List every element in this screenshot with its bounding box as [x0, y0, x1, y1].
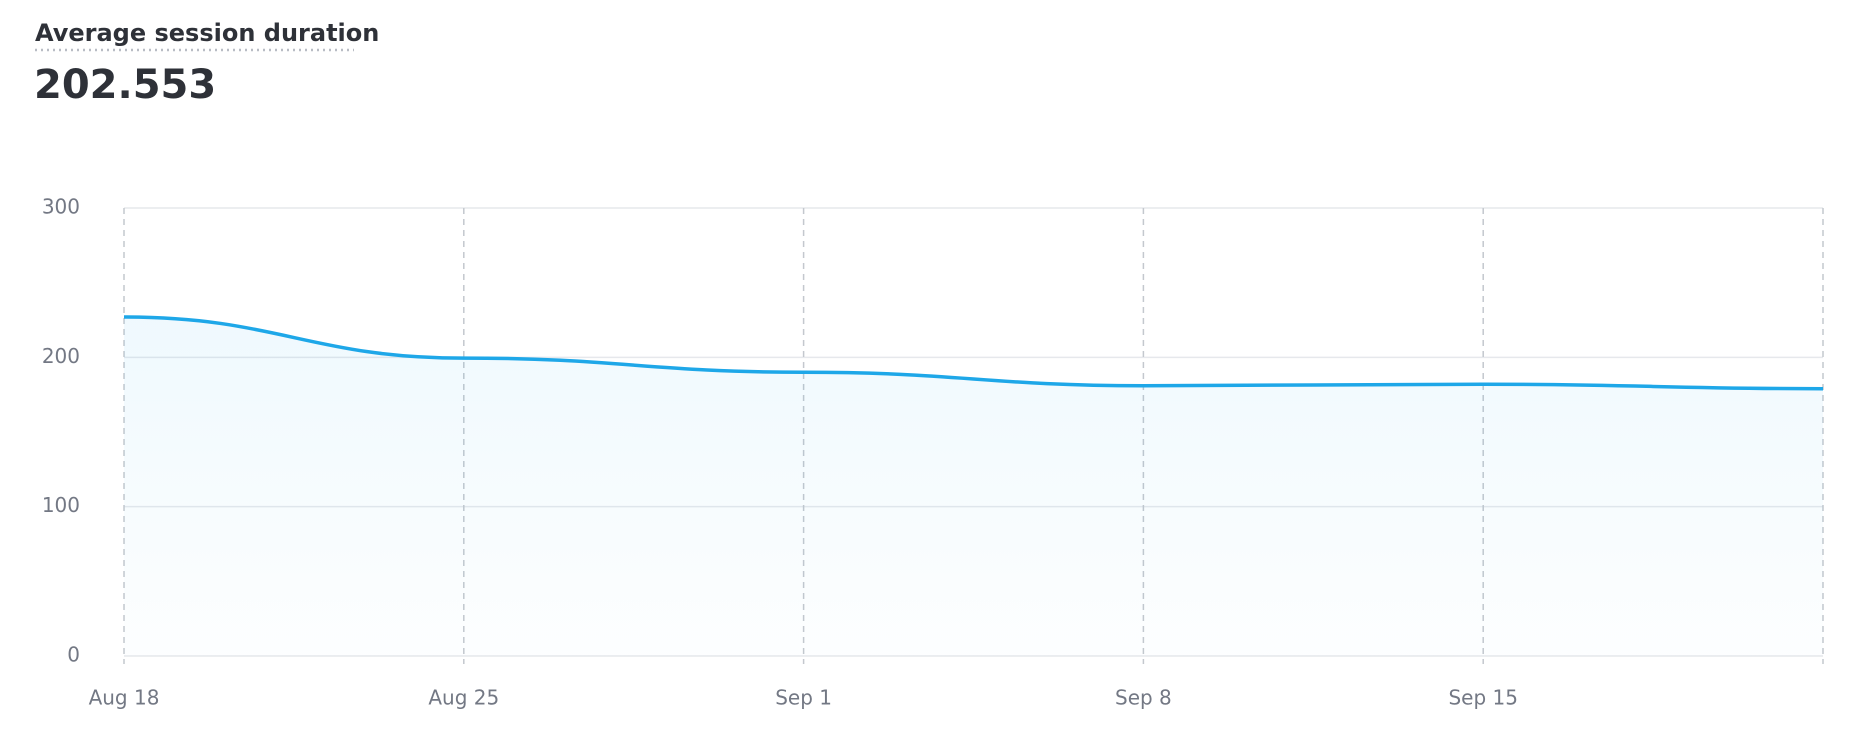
area	[124, 317, 1823, 656]
y-tick-label: 300	[42, 195, 80, 219]
x-tick-label: Sep 1	[775, 686, 832, 710]
y-tick-label: 0	[67, 643, 80, 667]
line	[123, 315, 1824, 391]
y-tick-label: 100	[42, 493, 80, 517]
metric-title[interactable]: Average session duration	[35, 19, 379, 47]
y-tick-label: 200	[42, 344, 80, 368]
x-tick-label: Aug 18	[89, 686, 160, 710]
metric-value: 202.553	[34, 62, 216, 108]
x-tick-label: Sep 15	[1448, 686, 1518, 710]
x-tick-label: Sep 8	[1115, 686, 1172, 710]
x-tick-label: Aug 25	[428, 686, 499, 710]
